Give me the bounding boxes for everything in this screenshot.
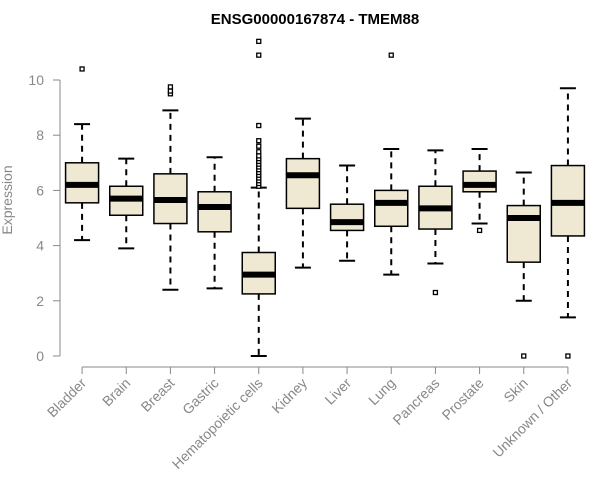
iqr-box <box>329 203 365 232</box>
outlier-point <box>256 38 262 45</box>
box-group <box>462 148 497 234</box>
box-group <box>241 38 276 357</box>
outlier-point <box>565 353 571 359</box>
box-group <box>329 164 365 262</box>
x-tick-label: Breast <box>138 375 178 415</box>
iqr-box <box>197 191 232 233</box>
x-tick-label: Skin <box>500 375 531 406</box>
outlier-point <box>256 149 262 155</box>
box-group <box>374 52 409 276</box>
x-tick-label: Unknown / Other <box>489 375 575 461</box>
x-tick-label: Lung <box>365 375 398 408</box>
x-tick-label: Prostate <box>439 375 487 423</box>
outlier-point <box>256 122 262 129</box>
outlier-point <box>432 289 439 296</box>
x-tick-label: Liver <box>321 375 354 408</box>
outlier-point <box>521 353 527 359</box>
y-tick-label: 10 <box>28 72 44 88</box>
outlier-point <box>388 52 394 58</box>
y-tick-label: 0 <box>36 348 44 364</box>
box-group <box>153 84 188 291</box>
y-axis-label: Expression <box>0 165 15 234</box>
x-tick-label: Kidney <box>268 375 310 417</box>
y-tick-label: 2 <box>36 293 44 309</box>
outlier-point <box>256 153 262 159</box>
box-group <box>197 156 232 290</box>
x-tick-label: Bladder <box>44 375 90 421</box>
x-tick-label: Gastric <box>179 375 222 418</box>
y-tick-label: 4 <box>36 238 44 254</box>
box-group <box>506 171 541 359</box>
outlier-point <box>476 227 483 234</box>
box-group <box>285 117 321 269</box>
outlier-point <box>256 143 262 149</box>
chart-title: ENSG00000167874 - TMEM88 <box>211 11 419 28</box>
y-tick-label: 8 <box>36 127 44 143</box>
y-tick-label: 6 <box>36 182 44 198</box>
outlier-point <box>256 138 262 144</box>
x-tick-label: Pancreas <box>389 375 442 428</box>
iqr-box <box>506 204 541 263</box>
iqr-box <box>462 170 497 193</box>
boxes-group <box>64 38 586 359</box>
box-group <box>109 157 144 250</box>
box-group <box>550 87 586 359</box>
iqr-box <box>285 157 321 210</box>
outlier-point <box>256 52 262 58</box>
box-group <box>418 149 453 296</box>
y-axis: 0 2 4 6 8 10 <box>28 72 61 364</box>
iqr-box <box>374 189 409 228</box>
x-tick-label: Brain <box>99 375 133 409</box>
box-group <box>64 66 100 242</box>
outlier-point <box>167 88 174 94</box>
outlier-point <box>167 84 174 90</box>
outlier-point <box>79 66 85 72</box>
